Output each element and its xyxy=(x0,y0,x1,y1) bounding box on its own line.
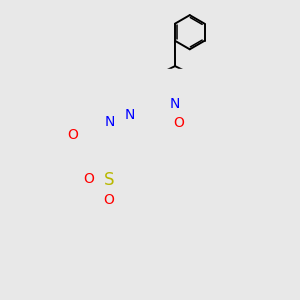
Bar xyxy=(63,138,155,223)
Bar xyxy=(91,79,168,150)
Bar xyxy=(70,164,147,235)
Bar xyxy=(51,143,127,214)
Text: N: N xyxy=(105,115,116,129)
Text: O: O xyxy=(84,172,94,186)
Text: N: N xyxy=(124,108,135,122)
Bar xyxy=(72,87,148,158)
Text: O: O xyxy=(103,193,114,207)
Text: O: O xyxy=(67,128,78,142)
Text: O: O xyxy=(173,116,184,130)
Text: S: S xyxy=(103,171,114,189)
Bar xyxy=(137,69,213,140)
Bar xyxy=(141,88,217,159)
Bar xyxy=(34,100,111,171)
Text: N: N xyxy=(170,98,180,111)
